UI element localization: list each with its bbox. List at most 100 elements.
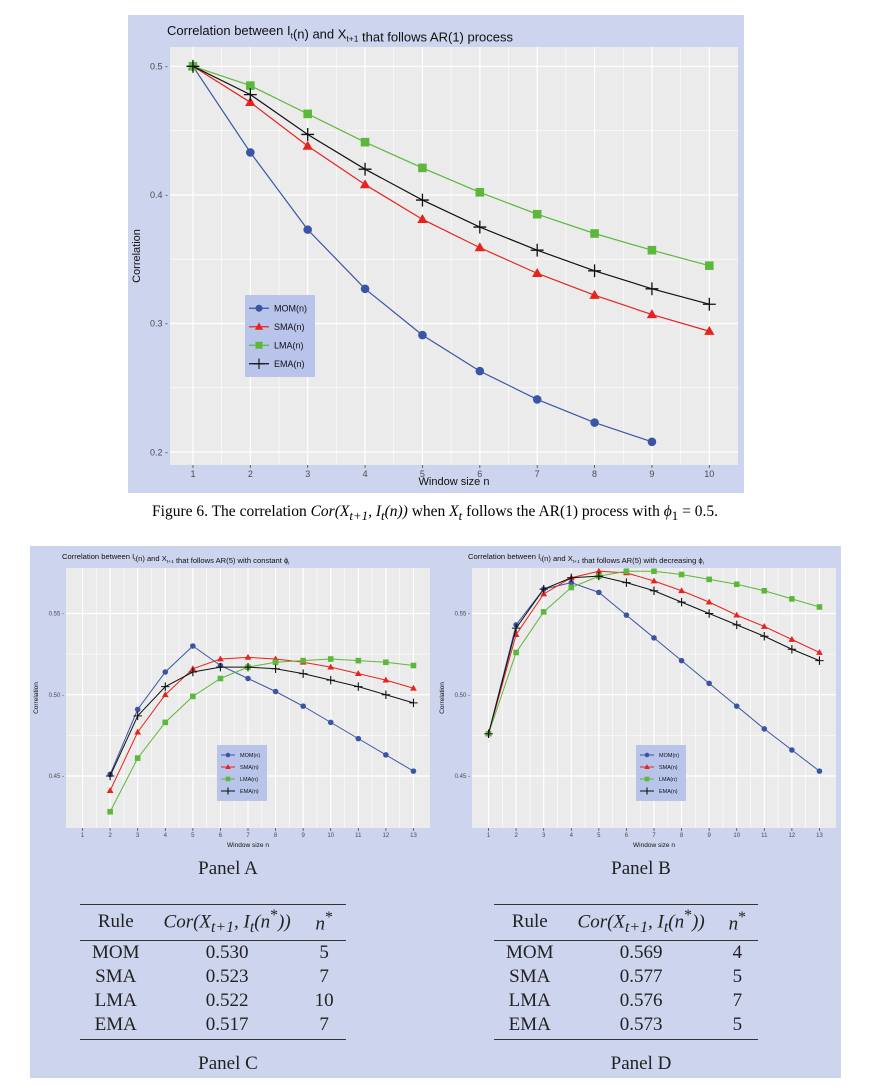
series-line-lma-n <box>109 658 414 812</box>
x-tick-label: 1 <box>487 833 491 839</box>
series-lma-n <box>485 568 823 737</box>
table-row: SMA 0.577 5 <box>494 965 758 989</box>
data-point-lma-n <box>816 604 823 610</box>
ar1-correlation-chart: Correlation between It(n) and Xt+1 that … <box>131 23 738 488</box>
table-row: SMA 0.523 7 <box>80 965 346 989</box>
legend-key-mom-n <box>255 304 263 312</box>
header-rule-text: Rule <box>97 911 134 933</box>
data-point-mom-n <box>568 579 575 586</box>
data-point-lma-n <box>360 137 370 147</box>
panel-c-label: Panel C <box>198 1053 258 1074</box>
cell-n: 4 <box>732 942 743 964</box>
x-tick-label: 11 <box>761 833 768 839</box>
data-point-mom-n <box>647 437 657 447</box>
data-point-sma-n <box>474 242 485 252</box>
series-line-lma-n <box>192 65 710 267</box>
y-tick-label: 0.50 - <box>455 693 470 699</box>
x-tick-label: 4 <box>164 833 168 839</box>
caption-prefix: Figure 6. The correlation <box>152 503 311 520</box>
panel-d-label: Panel D <box>610 1053 672 1074</box>
data-point-lma-n <box>647 245 657 255</box>
x-tick-label: 13 <box>816 833 823 839</box>
x-tick-label: 7 <box>652 833 656 839</box>
data-point-mom-n <box>761 726 768 732</box>
x-axis-label: Window size n <box>419 476 490 488</box>
data-point-mom-n <box>590 418 599 427</box>
data-point-mom-n <box>678 657 685 664</box>
header-rule-text: Rule <box>511 911 548 933</box>
data-point-lma-n <box>107 808 113 815</box>
cell-rule: EMA <box>80 1013 152 1041</box>
data-point-sma-n <box>106 787 114 794</box>
data-point-sma-n <box>705 598 713 605</box>
x-tick-label: 2 <box>248 469 253 479</box>
data-point-sma-n <box>354 670 362 677</box>
data-point-ema-n <box>409 698 418 708</box>
data-point-lma-n <box>303 109 312 119</box>
legend-box <box>636 745 686 801</box>
x-tick-label: 11 <box>355 833 362 839</box>
cell-rule: MOM <box>92 942 140 964</box>
table-panel-d: Rule Cor(Xt+1, It(n*)) n* MOM 0.569 4 SMA 0… <box>494 903 759 1041</box>
cell-rule: MOM <box>506 942 554 964</box>
data-point-mom-n <box>360 284 370 294</box>
data-point-lma-n <box>623 568 630 575</box>
data-point-mom-n <box>383 752 389 758</box>
data-point-mom-n <box>532 395 542 404</box>
hdr-cor-sub1: t+1 <box>211 919 235 937</box>
x-tick-label: 3 <box>136 833 140 839</box>
data-point-sma-n <box>589 289 600 299</box>
header-cor: Cor(Xt+1, It(n*)) <box>151 903 303 942</box>
panel-a-chart: Correlation between It(n) and Xt+1 that … <box>30 546 435 859</box>
legend-key-ema-n <box>643 787 651 795</box>
data-point-ema-n <box>815 656 824 665</box>
x-tick-label: 1 <box>190 469 195 479</box>
data-point-mom-n <box>300 703 306 709</box>
header-n: n* <box>302 903 346 942</box>
data-point-lma-n <box>475 188 485 197</box>
data-point-ema-n <box>473 220 487 234</box>
series-ema-n <box>484 571 824 738</box>
data-point-lma-n <box>190 693 196 700</box>
data-point-mom-n <box>816 768 823 774</box>
data-point-lma-n <box>532 209 542 219</box>
data-point-lma-n <box>134 755 141 761</box>
header-cor: Cor(Xt+1, It(n*)) <box>565 903 717 942</box>
data-point-ema-n <box>588 264 602 278</box>
data-point-lma-n <box>355 657 362 664</box>
legend-key-lma-n <box>225 776 231 782</box>
cell-cor: 0.530 <box>205 942 249 964</box>
cell-rule: LMA <box>94 990 137 1012</box>
legend-label-ema-n: EMA(n) <box>274 359 305 369</box>
caption-phi-sub: 1 <box>671 508 679 524</box>
x-tick-label: 13 <box>410 833 417 839</box>
hdr-n: n <box>315 913 325 935</box>
data-point-lma-n <box>789 596 795 602</box>
legend-label-mom-n: MOM(n) <box>240 753 260 759</box>
cell-rule: SMA <box>95 966 137 988</box>
hdr-cor-c: (n <box>668 911 685 933</box>
data-point-ema-n <box>243 88 257 102</box>
legend-label-ema-n: EMA(n) <box>659 789 678 795</box>
x-tick-label: 7 <box>535 469 540 479</box>
caption-var: X <box>449 503 459 520</box>
cell-cor: 0.573 <box>565 1013 717 1041</box>
x-tick-label: 8 <box>680 833 684 839</box>
data-point-ema-n <box>760 632 769 641</box>
cell-n: 5 <box>319 942 329 964</box>
data-point-sma-n <box>650 577 658 584</box>
x-tick-label: 1 <box>81 833 85 839</box>
data-point-ema-n <box>704 609 714 618</box>
legend-key-sma-n <box>644 764 650 769</box>
cell-cor: 0.517 <box>151 1013 303 1041</box>
data-point-ema-n <box>702 297 716 311</box>
y-tick-label: 0.55 - <box>455 612 470 618</box>
caption-expr2: , I <box>368 503 381 520</box>
data-point-ema-n <box>645 282 659 296</box>
y-tick-label: 0.45 - <box>49 774 64 780</box>
cell-cor: 0.576 <box>619 990 663 1012</box>
x-tick-label: 4 <box>570 833 574 839</box>
data-point-sma-n <box>161 691 169 698</box>
panel-a-label: Panel A <box>198 858 258 879</box>
data-point-lma-n <box>568 584 575 591</box>
